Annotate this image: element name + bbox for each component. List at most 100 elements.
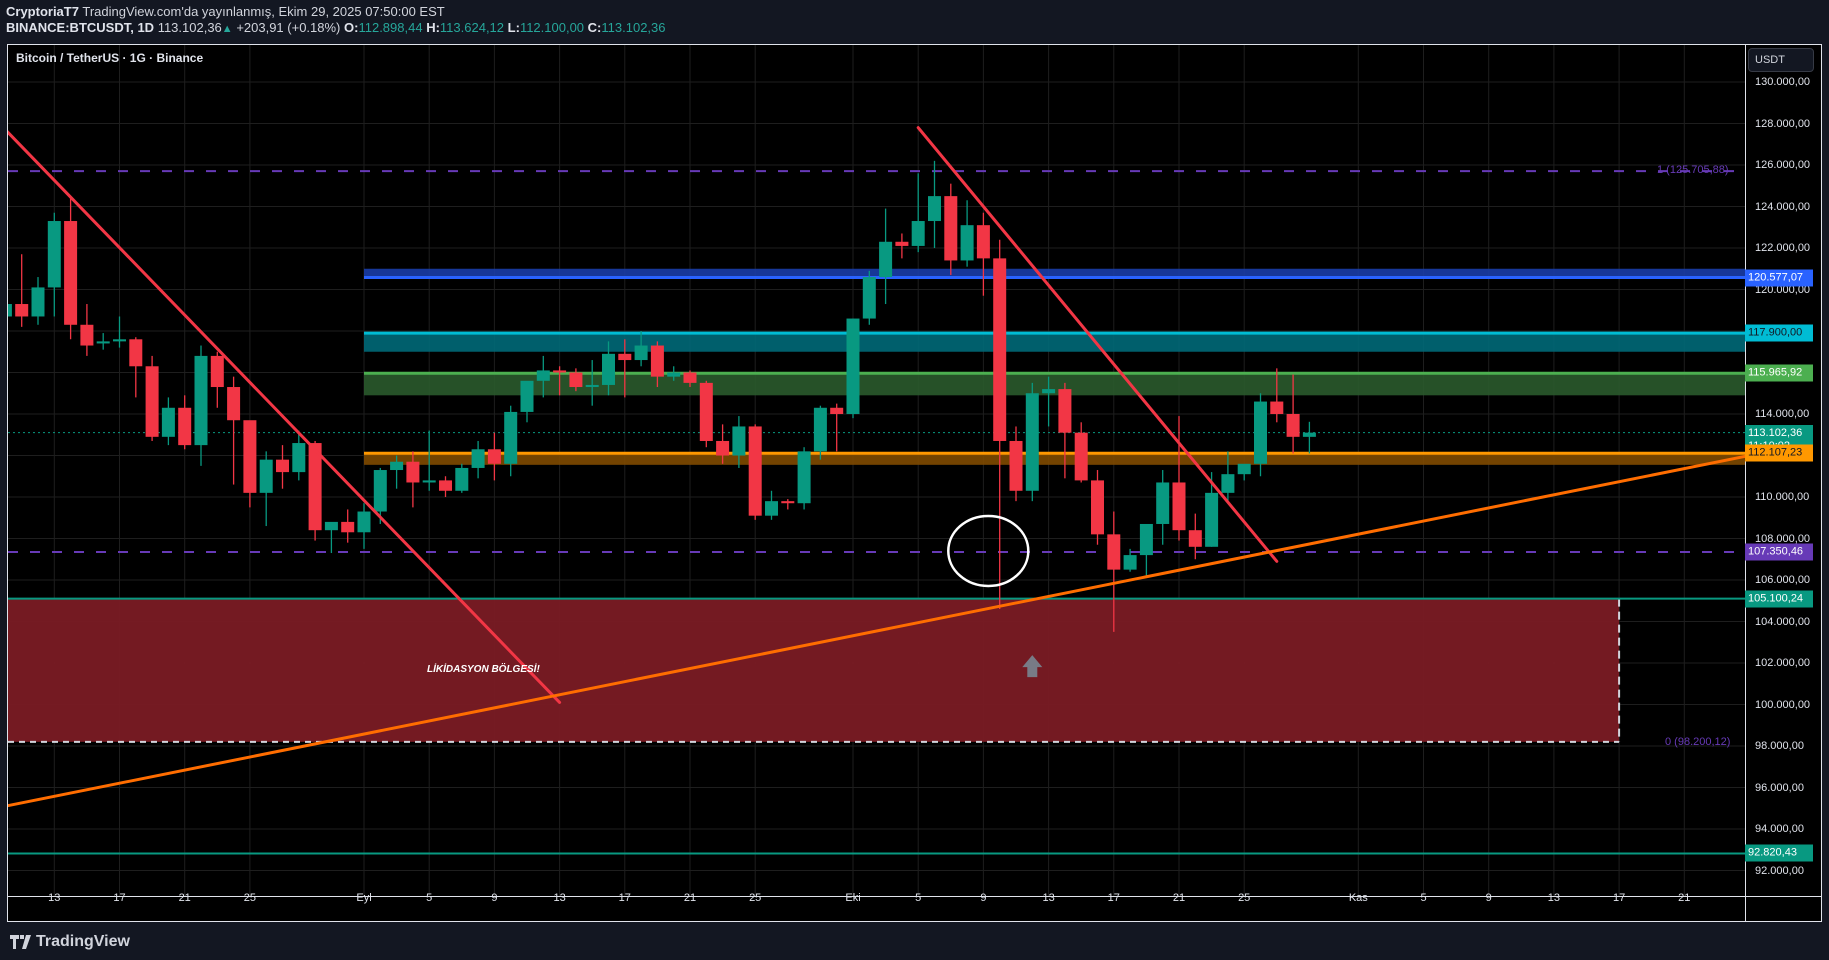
candle[interactable] — [455, 463, 469, 493]
candle[interactable] — [667, 366, 681, 381]
candle[interactable] — [1107, 511, 1121, 632]
currency-button[interactable]: USDT — [1748, 48, 1814, 72]
candle[interactable] — [15, 254, 29, 327]
candle[interactable] — [1139, 523, 1153, 578]
candle[interactable] — [553, 366, 567, 396]
candle[interactable] — [129, 337, 143, 398]
candle[interactable] — [178, 395, 192, 450]
candle[interactable] — [31, 277, 45, 325]
candle[interactable] — [602, 341, 615, 396]
candle[interactable] — [324, 521, 338, 554]
candle[interactable] — [161, 397, 175, 446]
low-value: 112.100,00 — [519, 20, 585, 35]
candle[interactable] — [895, 233, 909, 259]
candle[interactable] — [373, 467, 387, 524]
candle[interactable] — [846, 318, 860, 419]
candle[interactable] — [797, 447, 811, 510]
candle[interactable] — [879, 208, 893, 305]
candle[interactable] — [1188, 513, 1202, 560]
candle[interactable] — [569, 368, 583, 392]
chart-frame[interactable]: Bitcoin / TetherUS · 1G · Binance — [7, 44, 1822, 922]
candle[interactable] — [1270, 368, 1284, 423]
time-axis[interactable] — [8, 896, 1745, 921]
candle[interactable] — [960, 200, 974, 267]
candle[interactable] — [194, 345, 208, 466]
candle[interactable] — [911, 173, 925, 253]
candle[interactable] — [716, 424, 730, 464]
candle[interactable] — [699, 380, 713, 448]
candle[interactable] — [504, 405, 518, 477]
candle[interactable] — [227, 376, 241, 485]
candle[interactable] — [1058, 382, 1072, 479]
candle[interactable] — [732, 416, 746, 468]
candle[interactable] — [683, 370, 697, 388]
price-marker-label: 92.820,43 — [1745, 844, 1813, 862]
candle[interactable] — [471, 440, 485, 479]
candle[interactable] — [1156, 470, 1170, 545]
candle[interactable] — [210, 351, 224, 408]
candle[interactable] — [928, 160, 941, 248]
candle[interactable] — [1172, 416, 1186, 541]
price-axis[interactable] — [1745, 45, 1821, 896]
candle[interactable] — [259, 451, 273, 527]
candle[interactable] — [243, 420, 257, 508]
candle[interactable] — [1237, 463, 1251, 481]
candle[interactable] — [748, 424, 762, 520]
candle[interactable] — [145, 355, 159, 441]
candle[interactable] — [813, 405, 827, 460]
candle[interactable] — [536, 355, 550, 398]
candle[interactable] — [830, 403, 844, 452]
candle[interactable] — [64, 198, 78, 340]
candle-body — [324, 521, 338, 531]
candle[interactable] — [1009, 426, 1023, 502]
candle[interactable] — [390, 455, 404, 489]
time-tick: 13 — [1547, 892, 1561, 904]
candle[interactable] — [113, 316, 126, 348]
candle[interactable] — [422, 430, 436, 491]
candle[interactable] — [618, 339, 632, 398]
candle[interactable] — [1074, 422, 1088, 483]
orange-support-zone — [364, 453, 1745, 465]
candle[interactable] — [406, 451, 420, 508]
price-plot[interactable] — [8, 45, 1745, 896]
candle[interactable] — [781, 499, 795, 510]
candle[interactable] — [1123, 548, 1137, 572]
candle[interactable] — [944, 183, 958, 275]
candle[interactable] — [650, 341, 664, 388]
candle-body — [64, 221, 78, 325]
candle[interactable] — [862, 270, 876, 325]
candle[interactable] — [1302, 421, 1316, 454]
candle[interactable] — [1286, 374, 1300, 454]
candle[interactable] — [439, 476, 452, 497]
candle[interactable] — [80, 304, 94, 356]
candle[interactable] — [585, 360, 599, 406]
candle[interactable] — [634, 331, 648, 367]
candle[interactable] — [96, 333, 110, 350]
candle[interactable] — [1254, 393, 1267, 477]
price-tick: 106.000,00 — [1755, 574, 1811, 586]
close-value: 113.102,36 — [601, 20, 666, 35]
candle-body — [15, 304, 29, 317]
candle[interactable] — [1025, 382, 1039, 502]
candle-body — [618, 353, 632, 361]
candle[interactable] — [292, 430, 306, 481]
candle[interactable] — [357, 503, 371, 549]
time-tick: 17 — [113, 892, 126, 904]
candle[interactable] — [308, 440, 322, 541]
price-tick: 130.000,00 — [1755, 76, 1811, 88]
candle[interactable] — [1091, 470, 1104, 545]
candle[interactable] — [341, 509, 355, 543]
candle[interactable] — [276, 445, 289, 489]
candle[interactable] — [993, 239, 1007, 610]
tradingview-logo[interactable]: TradingView — [10, 933, 130, 951]
candle[interactable] — [765, 490, 778, 520]
candle[interactable] — [1221, 451, 1235, 504]
candle[interactable] — [1042, 376, 1056, 427]
candle[interactable] — [520, 380, 534, 423]
candle-body — [1286, 414, 1300, 437]
candle[interactable] — [976, 212, 990, 296]
candle[interactable] — [8, 300, 12, 346]
candle[interactable] — [487, 432, 501, 481]
candle[interactable] — [47, 212, 61, 317]
candle-body — [650, 345, 664, 377]
